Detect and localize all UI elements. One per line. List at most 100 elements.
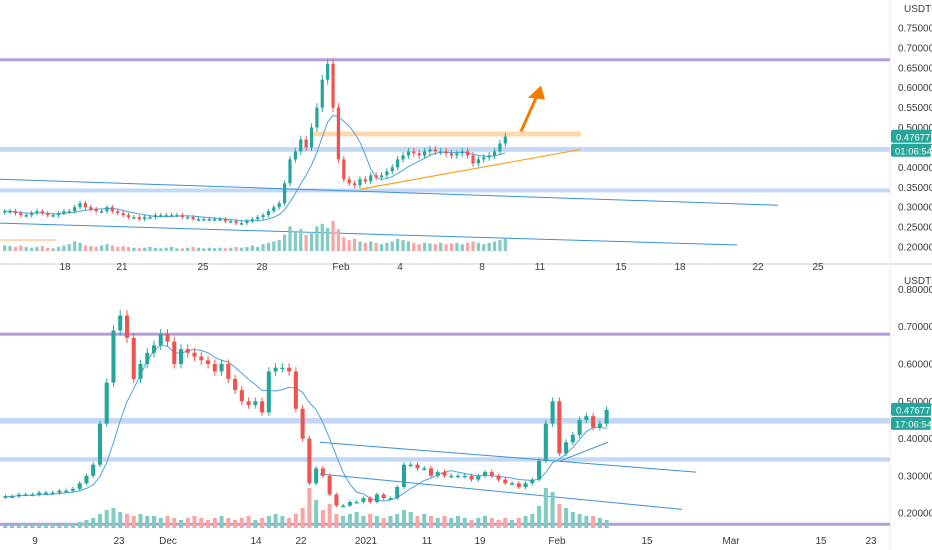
volume-bar	[482, 244, 486, 251]
candle-body	[287, 367, 292, 372]
date-tick-label: 8	[479, 262, 485, 273]
candle-body	[388, 498, 393, 500]
volume-bar	[3, 524, 8, 528]
candle-body	[207, 219, 211, 221]
volume-bar	[331, 221, 335, 251]
volume-bar	[537, 506, 542, 528]
volume-bar	[67, 244, 71, 251]
volume-bar	[51, 248, 55, 251]
volume-bar	[396, 238, 400, 251]
candle-body	[469, 475, 474, 480]
resistance-zone	[313, 131, 581, 137]
candle-body	[83, 203, 88, 208]
volume-bar	[138, 514, 143, 528]
candle-body	[334, 494, 339, 506]
price-tick-label: 0.30000	[898, 203, 932, 214]
channel-lower-line	[0, 222, 738, 246]
rising-trendline	[559, 441, 609, 462]
volume-bar	[401, 240, 405, 251]
candle-body	[396, 159, 400, 168]
candle-body	[280, 367, 285, 370]
countdown-badge	[891, 143, 931, 157]
volume-bar	[543, 488, 548, 528]
volume-bar	[354, 512, 359, 528]
volume-bar	[433, 244, 437, 251]
candle-body	[422, 468, 427, 470]
candle-body	[327, 475, 332, 495]
candle-body	[466, 151, 470, 156]
price-tick-label: 0.65000	[898, 63, 932, 74]
volume-bar	[151, 516, 157, 528]
candle-body	[16, 494, 21, 497]
date-tick-label: Mar	[722, 536, 740, 547]
candle-body	[94, 209, 98, 212]
candle-body	[24, 215, 28, 217]
candle-body	[70, 488, 75, 491]
candle-body	[118, 315, 123, 331]
candle-body	[148, 217, 152, 219]
candle-body	[126, 215, 131, 218]
candle-body	[482, 472, 488, 476]
candle-body	[191, 217, 195, 220]
volume-bar	[165, 516, 170, 528]
date-tick-label: 18	[59, 262, 71, 273]
candle-body	[43, 492, 48, 495]
purple-level-line	[0, 332, 890, 336]
candle-body	[84, 475, 89, 484]
volume-bar	[489, 518, 494, 528]
candle-body	[64, 490, 69, 493]
volume-bar	[8, 246, 12, 251]
candle-body	[223, 219, 228, 222]
candle-body	[487, 155, 491, 158]
candle-body	[462, 475, 467, 478]
candle-body	[401, 464, 406, 487]
volume-bar	[43, 524, 48, 528]
candle-body	[363, 179, 367, 182]
price-tick-label: 0.75000	[898, 23, 932, 34]
volume-bar	[293, 514, 298, 528]
volume-bar	[99, 245, 104, 251]
candle-body	[206, 360, 211, 364]
volume-bar	[16, 524, 21, 528]
candle-body	[277, 203, 281, 208]
candle-body	[164, 215, 168, 217]
candle-body	[239, 390, 244, 402]
candle-body	[455, 153, 459, 156]
volume-bar	[417, 244, 421, 251]
volume-bar	[530, 514, 535, 528]
volume-bar	[37, 524, 42, 528]
volume-bar	[192, 516, 197, 528]
support-zone-lower	[0, 188, 890, 193]
volume-bar	[73, 241, 77, 251]
volume-bar	[300, 508, 305, 528]
candle-body	[121, 213, 125, 216]
volume-bar	[358, 241, 362, 251]
candle-body	[250, 219, 254, 222]
volume-bar	[597, 518, 602, 528]
volume-bar	[273, 514, 278, 528]
candle-body	[145, 352, 150, 364]
candle-body	[390, 167, 394, 172]
price-tick-label: 0.40000	[898, 163, 932, 174]
volume-bar	[460, 244, 464, 251]
candle-body	[293, 151, 297, 160]
candle-body	[361, 498, 366, 502]
volume-bar	[46, 247, 50, 251]
candle-body	[89, 207, 93, 210]
volume-bar	[118, 512, 123, 528]
candle-body	[8, 211, 12, 213]
price-tick-label: 0.20000	[898, 509, 932, 520]
volume-bar	[94, 246, 98, 251]
candle-body	[219, 364, 224, 372]
date-tick-label: 22	[295, 536, 307, 547]
date-tick-label: 15	[641, 536, 653, 547]
volume-bar	[246, 516, 251, 528]
candle-body	[30, 494, 35, 496]
candle-body	[428, 468, 434, 476]
volume-bar	[604, 520, 609, 528]
volume-bar	[97, 514, 102, 528]
candle-body	[299, 139, 303, 152]
volume-bar	[89, 246, 93, 251]
candle-body	[395, 487, 400, 499]
